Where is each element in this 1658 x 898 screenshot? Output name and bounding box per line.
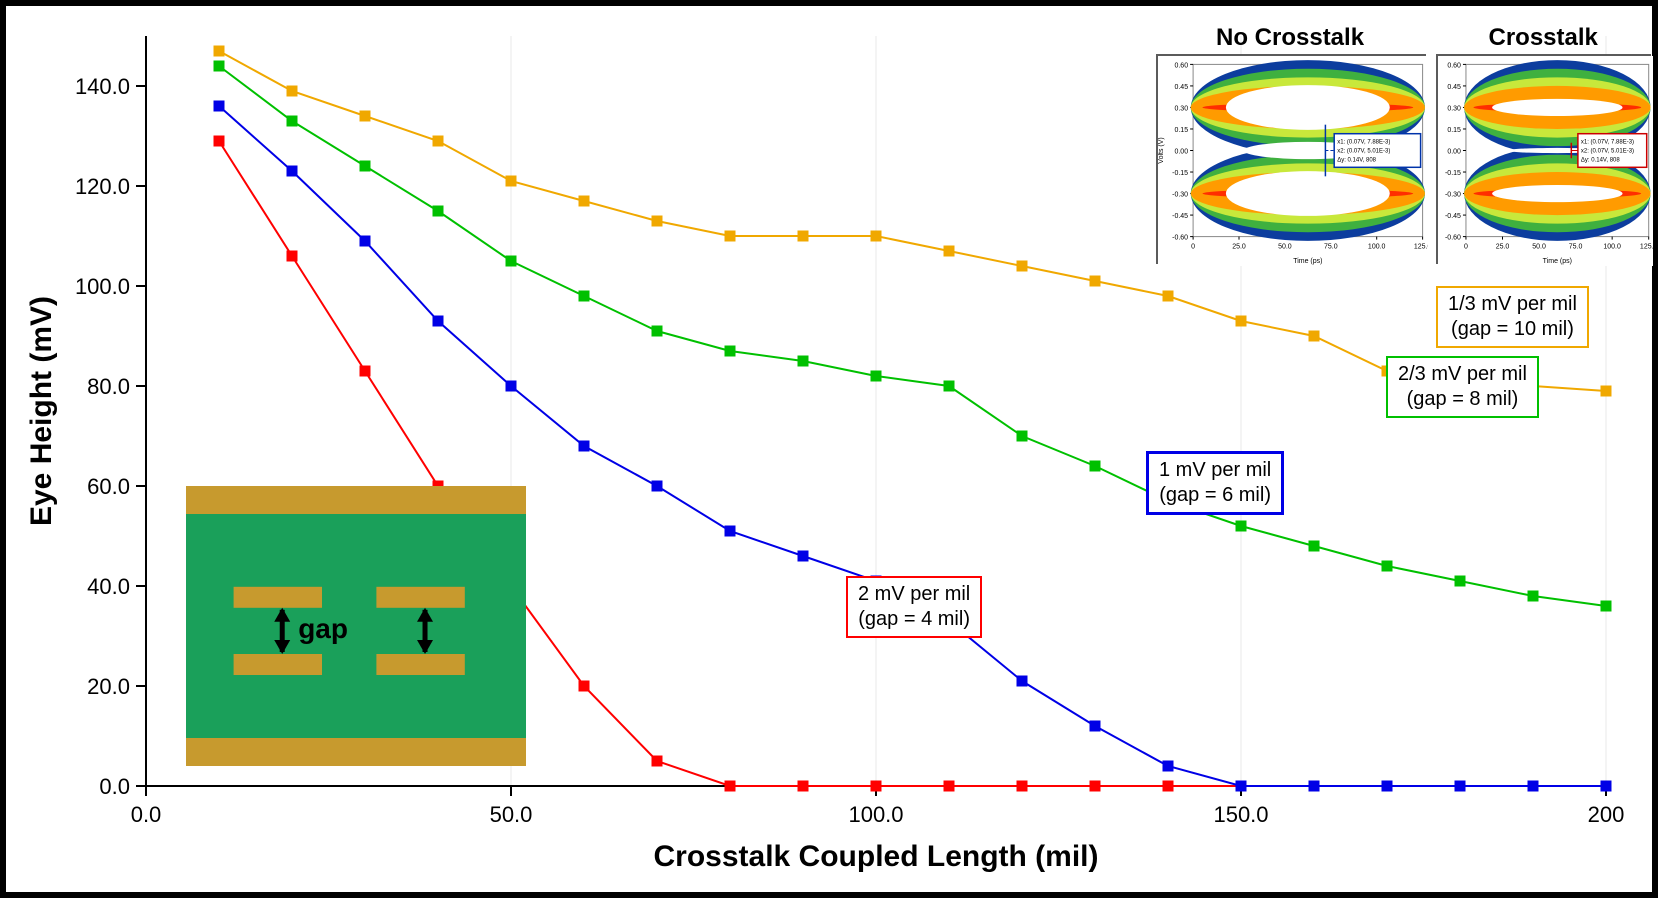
svg-text:75.0: 75.0 [1324, 244, 1338, 251]
eye-diagram-no-crosstalk: -0.60 -0.45 -0.30 -0.15 0.00 0.15 0.30 0.45 0.60… [1156, 54, 1426, 264]
svg-text:100.0: 100.0 [1603, 244, 1621, 251]
series-label-line2: (gap = 4 mil) [858, 608, 970, 630]
svg-text:0.15: 0.15 [1174, 127, 1188, 134]
svg-text:50.0: 50.0 [1278, 244, 1292, 251]
series-label-line2: (gap = 10 mil) [1451, 318, 1574, 340]
series-label-line2: (gap = 6 mil) [1159, 484, 1271, 506]
svg-text:-0.60: -0.60 [1445, 235, 1461, 242]
svg-text:0.60: 0.60 [1174, 62, 1188, 69]
svg-text:x2: (0.07V, 5.01E-3): x2: (0.07V, 5.01E-3) [1581, 149, 1634, 155]
svg-text:50.0: 50.0 [490, 802, 533, 827]
svg-text:0.00: 0.00 [1174, 149, 1188, 156]
svg-text:0.45: 0.45 [1174, 84, 1188, 91]
svg-text:25.0: 25.0 [1496, 244, 1510, 251]
series-label-line1: 2 mV per mil [858, 583, 970, 605]
svg-text:0.0: 0.0 [131, 802, 162, 827]
svg-text:100.0: 100.0 [1368, 244, 1386, 251]
svg-text:25.0: 25.0 [1232, 244, 1246, 251]
series-label-line2: (gap = 8 mil) [1407, 388, 1519, 410]
svg-text:Δy: 0.14V, 808: Δy: 0.14V, 808 [1581, 158, 1620, 164]
svg-text:0: 0 [1191, 244, 1195, 251]
svg-text:-0.30: -0.30 [1445, 192, 1461, 199]
svg-text:0.15: 0.15 [1447, 127, 1461, 134]
series-label-gap6: 1 mV per mil (gap = 6 mil) [1146, 451, 1284, 515]
series-label-line1: 2/3 mV per mil [1398, 363, 1527, 385]
svg-text:x2: (0.07V, 5.01E-3): x2: (0.07V, 5.01E-3) [1337, 149, 1390, 155]
svg-text:0.0: 0.0 [99, 774, 130, 799]
svg-text:150.0: 150.0 [1213, 802, 1268, 827]
svg-text:Crosstalk Coupled Length (mil): Crosstalk Coupled Length (mil) [653, 840, 1098, 873]
pcb-svg [186, 486, 526, 766]
svg-text:125.0: 125.0 [1414, 244, 1428, 251]
svg-text:x1: (0.07V, 7.88E-3): x1: (0.07V, 7.88E-3) [1581, 140, 1634, 146]
svg-text:Δy: 0.14V, 808: Δy: 0.14V, 808 [1337, 158, 1376, 164]
eye-title-crosstalk: Crosstalk [1489, 24, 1598, 52]
svg-text:0: 0 [1464, 244, 1468, 251]
svg-text:125.0: 125.0 [1640, 244, 1653, 251]
svg-text:50.0: 50.0 [1532, 244, 1546, 251]
svg-text:0.45: 0.45 [1447, 84, 1461, 91]
svg-text:100.0: 100.0 [75, 274, 130, 299]
svg-text:75.0: 75.0 [1569, 244, 1583, 251]
svg-text:40.0: 40.0 [87, 574, 130, 599]
svg-text:Time (ps): Time (ps) [1543, 258, 1572, 265]
svg-text:120.0: 120.0 [75, 174, 130, 199]
svg-text:-0.45: -0.45 [1172, 213, 1188, 220]
eye-title-no-crosstalk: No Crosstalk [1216, 24, 1364, 52]
svg-text:Volts (V): Volts (V) [1158, 137, 1165, 163]
eye-diagram-no-crosstalk-svg: -0.60 -0.45 -0.30 -0.15 0.00 0.15 0.30 0.45 0.60… [1158, 56, 1428, 266]
svg-text:60.0: 60.0 [87, 474, 130, 499]
svg-text:-0.45: -0.45 [1445, 213, 1461, 220]
svg-text:0.60: 0.60 [1447, 62, 1461, 69]
series-label-gap8: 2/3 mV per mil (gap = 8 mil) [1386, 356, 1539, 418]
eye-diagram-crosstalk: -0.60 -0.45 -0.30 -0.15 0.00 0.15 0.30 0.45 0.60… [1436, 54, 1651, 264]
chart-frame: 0.0 50.0 100.0 150.0 200 0.0 20.0 40.0 60.0 80.0 1… [0, 0, 1658, 898]
svg-text:-0.60: -0.60 [1172, 235, 1188, 242]
svg-text:x1: (0.07V, 7.88E-3): x1: (0.07V, 7.88E-3) [1337, 140, 1390, 146]
svg-text:20.0: 20.0 [87, 674, 130, 699]
svg-text:Eye Height (mV): Eye Height (mV) [25, 296, 58, 526]
svg-text:-0.30: -0.30 [1172, 192, 1188, 199]
svg-text:-0.15: -0.15 [1172, 170, 1188, 177]
series-label-line1: 1/3 mV per mil [1448, 293, 1577, 315]
svg-text:200: 200 [1588, 802, 1625, 827]
svg-text:0.30: 0.30 [1174, 105, 1188, 112]
svg-text:100.0: 100.0 [848, 802, 903, 827]
series-label-line1: 1 mV per mil [1159, 459, 1271, 481]
svg-text:0.00: 0.00 [1447, 149, 1461, 156]
svg-text:80.0: 80.0 [87, 374, 130, 399]
eye-diagram-crosstalk-svg: -0.60 -0.45 -0.30 -0.15 0.00 0.15 0.30 0.45 0.60… [1438, 56, 1653, 266]
series-label-gap4: 2 mV per mil (gap = 4 mil) [846, 576, 982, 638]
svg-text:-0.15: -0.15 [1445, 170, 1461, 177]
series-label-gap10: 1/3 mV per mil (gap = 10 mil) [1436, 286, 1589, 348]
svg-text:140.0: 140.0 [75, 74, 130, 99]
pcb-gap-label: gap [298, 613, 348, 645]
pcb-cross-section-inset [186, 486, 526, 766]
svg-text:Time (ps): Time (ps) [1293, 258, 1322, 265]
svg-text:0.30: 0.30 [1447, 105, 1461, 112]
